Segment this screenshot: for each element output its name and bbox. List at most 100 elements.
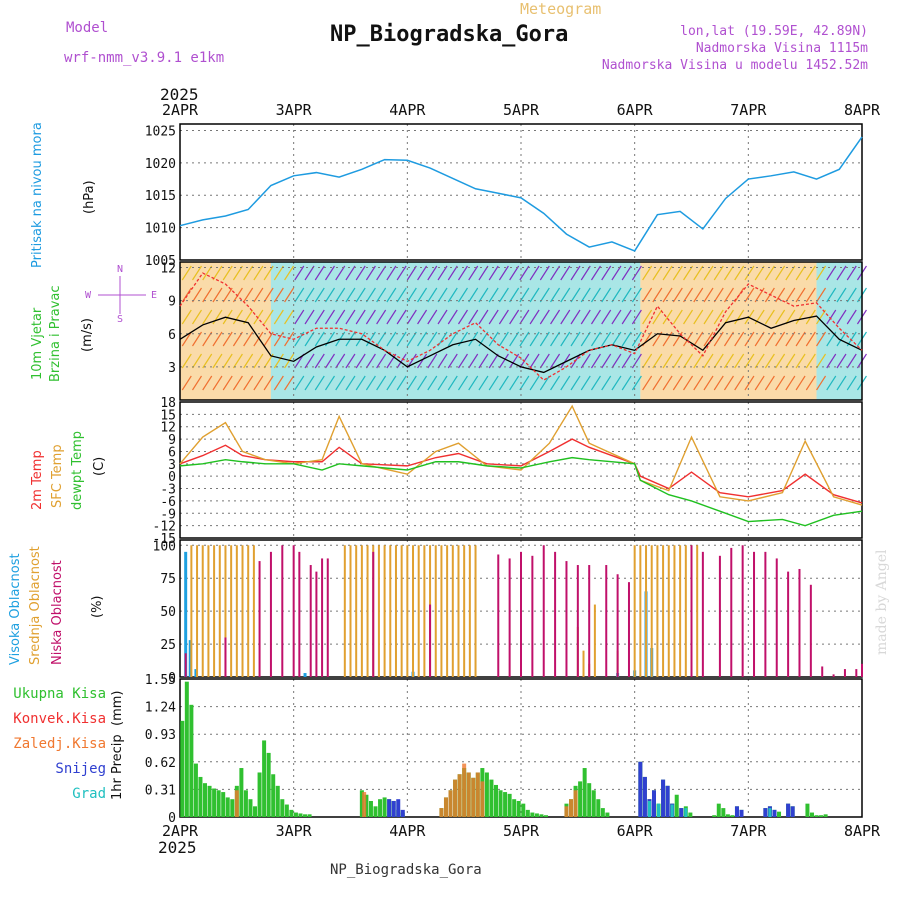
wind-barb xyxy=(457,287,468,303)
x-tick-label-bottom: 6APR xyxy=(617,822,654,840)
tsfc-line xyxy=(179,404,863,506)
wind-barb xyxy=(846,353,857,369)
wind-barb xyxy=(836,353,847,369)
frozen-precip-bar xyxy=(573,790,578,817)
wind-barb xyxy=(427,265,438,281)
wind-barb xyxy=(601,287,612,303)
wind-barb xyxy=(478,375,489,391)
wind-barb xyxy=(345,375,356,391)
y-tick-label: -12 xyxy=(153,520,176,535)
wind-barb xyxy=(611,265,622,281)
wind-barb xyxy=(498,331,509,347)
wind-barb xyxy=(683,375,694,391)
wind-barb xyxy=(693,309,704,325)
wind-barb xyxy=(396,331,407,347)
total-precip-bar xyxy=(489,779,494,817)
wind-barb xyxy=(560,375,571,391)
wind-barb xyxy=(683,353,694,369)
wind-barb xyxy=(652,309,663,325)
wind-barb xyxy=(335,265,346,281)
total-precip-bar xyxy=(193,763,198,817)
mid-cloud-bar xyxy=(423,545,426,677)
wind-barb xyxy=(457,265,468,281)
wind-barb xyxy=(284,309,295,325)
wind-barb xyxy=(826,309,837,325)
wind-barb xyxy=(417,265,428,281)
wind-barb xyxy=(560,265,571,281)
wind-barb xyxy=(590,309,601,325)
wind-barb xyxy=(846,375,857,391)
y-tick-label: 0.93 xyxy=(145,728,176,743)
wind-barb xyxy=(181,265,192,281)
wind-barb xyxy=(621,309,632,325)
wind-barb xyxy=(693,331,704,347)
wind-barb xyxy=(570,309,581,325)
wind-barb xyxy=(376,353,387,369)
wind-barb xyxy=(478,309,489,325)
mid-cloud-bar xyxy=(667,545,670,677)
total-precip-bar xyxy=(368,800,373,817)
wind-barb xyxy=(631,265,642,281)
wind-barb xyxy=(437,309,448,325)
low-cloud-bar xyxy=(531,555,534,677)
wind-title-line1: 10m Vjetar xyxy=(30,307,45,380)
altitude-text: Nadmorska Visina 1115m xyxy=(695,41,868,56)
wind-barb xyxy=(335,353,346,369)
station-title: NP_Biogradska_Gora xyxy=(330,22,569,47)
tdew-label: dewpt Temp xyxy=(70,430,85,510)
frozen-precip-bar xyxy=(453,779,458,817)
wind-barb xyxy=(457,309,468,325)
wind-barb xyxy=(795,375,806,391)
y-tick-label: 0 xyxy=(168,671,176,686)
wind-barb xyxy=(468,287,479,303)
wind-barb xyxy=(468,309,479,325)
wind-barb xyxy=(181,309,192,325)
wind-barb xyxy=(191,265,203,281)
wind-barb xyxy=(816,287,827,303)
total-precip-bar xyxy=(507,793,512,817)
total-precip-bar xyxy=(189,704,194,817)
y-tick-label: 18 xyxy=(160,396,176,411)
wind-barb xyxy=(488,287,499,303)
wind-barb xyxy=(212,309,223,325)
high-cloud-bar xyxy=(188,640,192,677)
wind-barb xyxy=(191,375,203,391)
wind-barb xyxy=(764,309,775,325)
wind-barb xyxy=(775,331,786,347)
wind-barb xyxy=(417,375,428,391)
snow-bar xyxy=(387,799,392,817)
wind-barb xyxy=(345,287,356,303)
wind-barb xyxy=(826,375,837,391)
wind-barb xyxy=(672,287,683,303)
frozen-precip-bar xyxy=(480,781,485,817)
wind-barb xyxy=(795,353,806,369)
wind-barb xyxy=(703,375,714,391)
panel-frame xyxy=(179,401,863,539)
wind-barb xyxy=(621,287,632,303)
snow-bar xyxy=(786,803,791,817)
wind-barb xyxy=(723,331,734,347)
total-precip-bar xyxy=(239,768,244,817)
wind-barb xyxy=(509,375,520,391)
wind-barb xyxy=(273,331,284,347)
wind-barb xyxy=(826,287,837,303)
wind-barb xyxy=(386,309,397,325)
mid-cloud-bar xyxy=(446,545,449,677)
wind-barb xyxy=(386,265,397,281)
wind-barb xyxy=(744,375,755,391)
total-precip-bar xyxy=(303,814,308,817)
total-precip-bar xyxy=(248,799,253,817)
total-precip-bar xyxy=(359,790,364,817)
wind-barb xyxy=(590,287,601,303)
total-precip-bar xyxy=(688,812,693,817)
y-tick-label: 3 xyxy=(168,458,176,473)
x-tick-label-bottom: 2APR xyxy=(162,822,199,840)
wind-barb xyxy=(498,375,509,391)
wind-barb xyxy=(386,287,397,303)
low-cloud-bar xyxy=(690,545,693,677)
wind-barb xyxy=(406,287,417,303)
low-cloud-bar xyxy=(701,551,704,677)
dewpoint-line xyxy=(179,456,863,527)
compass-w: W xyxy=(85,290,92,301)
wind-barb xyxy=(846,309,857,325)
